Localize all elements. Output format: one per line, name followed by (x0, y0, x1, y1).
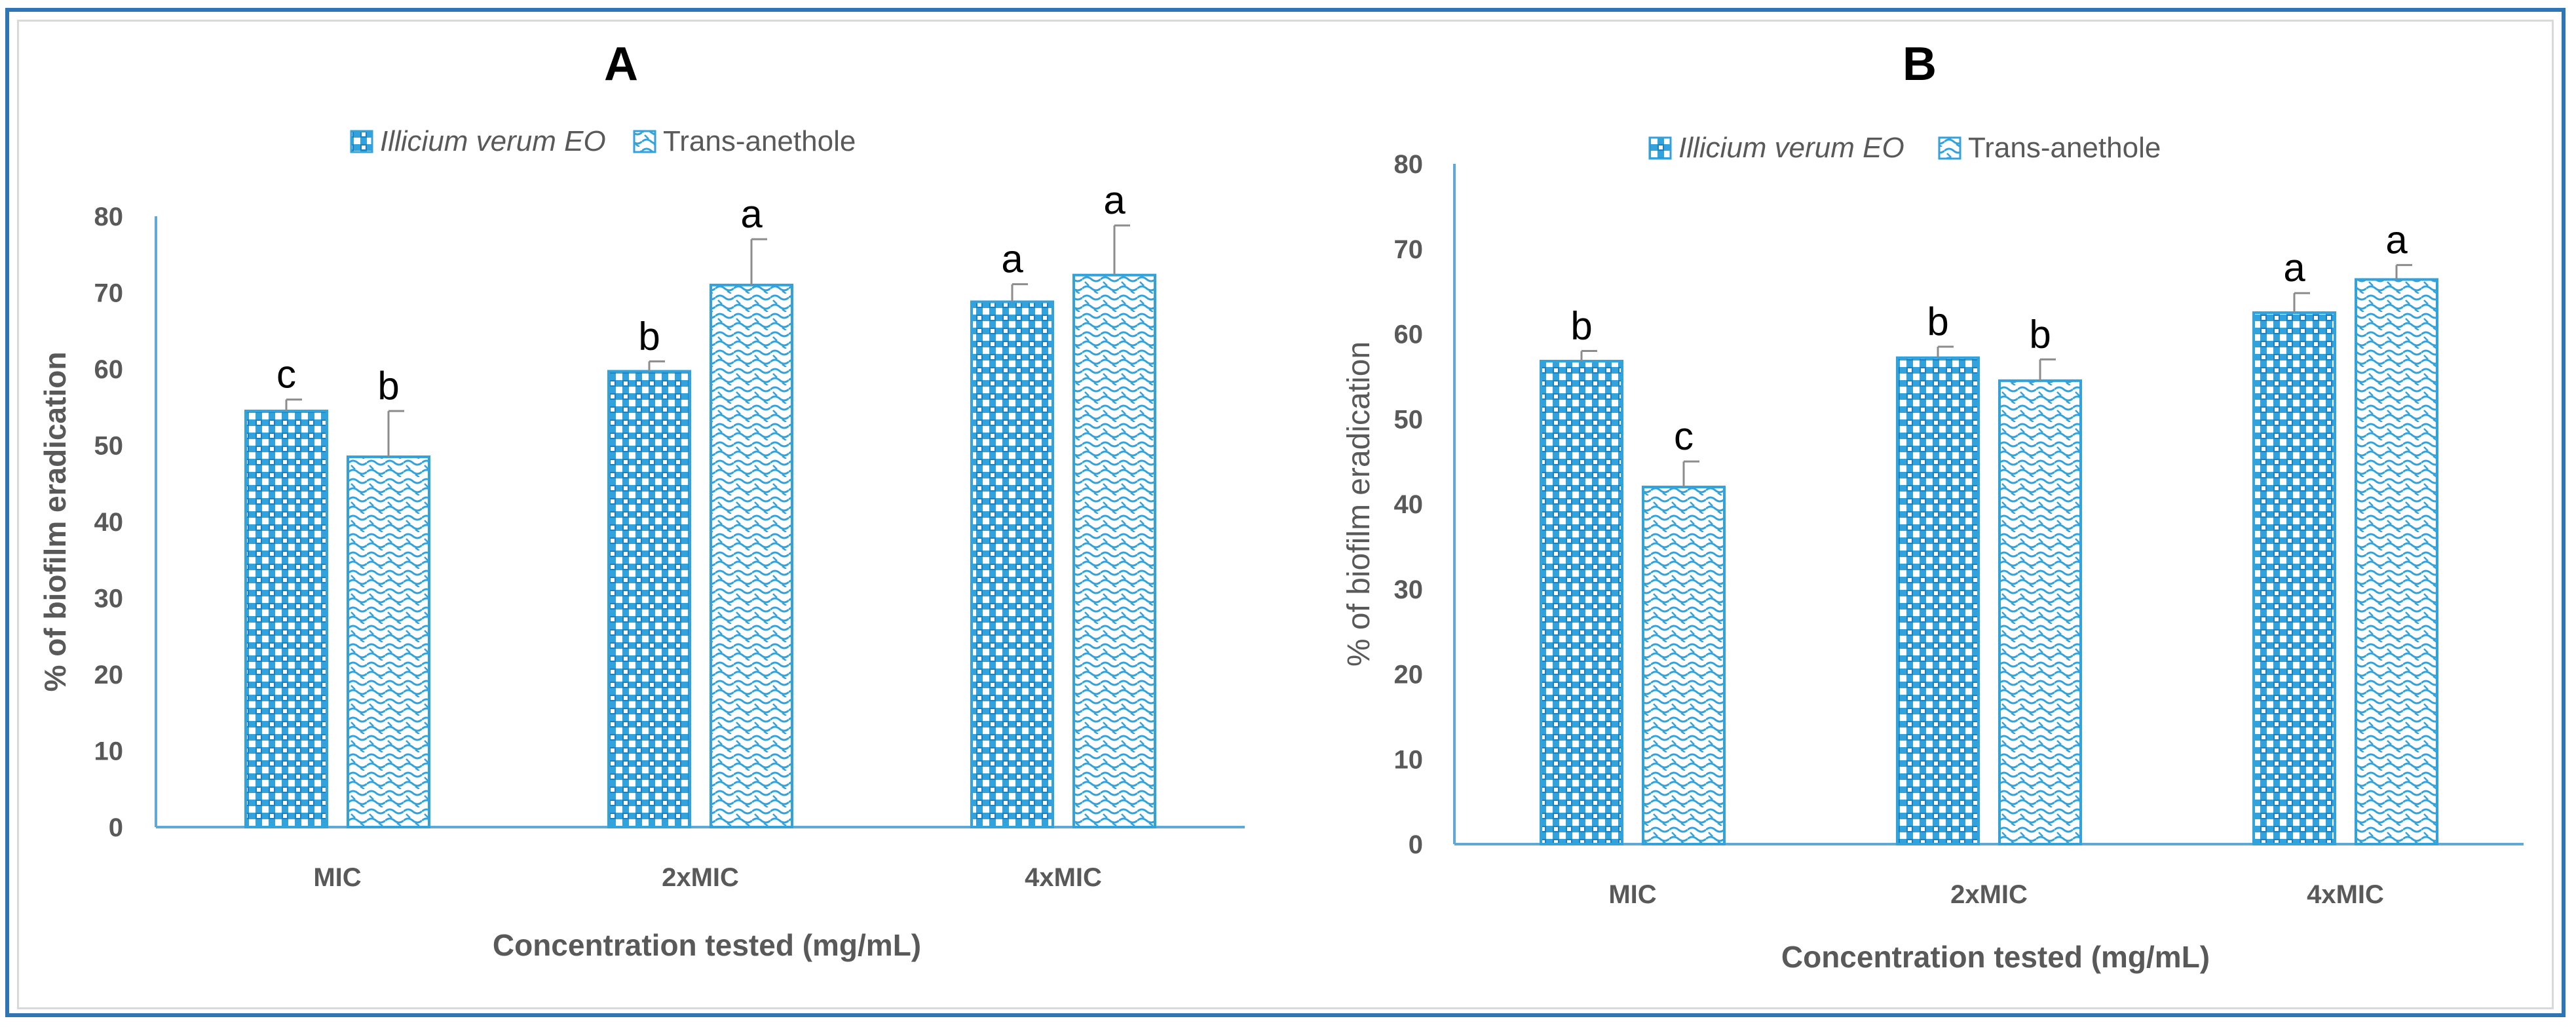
legend-label: Trans-anethole (663, 125, 856, 157)
significance-letter: c (1674, 414, 1694, 458)
bar-trans-anethole (1072, 273, 1156, 828)
y-tick-label: 80 (1394, 150, 1424, 179)
y-tick-label: 10 (94, 737, 124, 766)
significance-letter: b (377, 364, 399, 408)
bar-illicium-verum-eo (607, 370, 691, 828)
legend-label: Illicium verum EO (380, 125, 606, 157)
x-axis-title: Concentration tested (mg/mL) (493, 928, 921, 962)
bar-illicium-verum-eo (1540, 360, 1623, 845)
bar-illicium-verum-eo (970, 300, 1054, 829)
y-tick-label: 20 (94, 661, 124, 689)
y-tick-label: 0 (1409, 830, 1423, 859)
y-tick-label: 30 (1394, 575, 1424, 604)
significance-letter: a (740, 192, 763, 236)
x-category-label: 2xMIC (662, 863, 739, 892)
bar-illicium-verum-eo (1896, 356, 1980, 845)
y-tick-label: 20 (1394, 661, 1424, 689)
x-category-label: MIC (1608, 880, 1656, 909)
x-category-label: MIC (313, 863, 361, 892)
legend-swatch (633, 130, 656, 153)
y-tick-label: 70 (94, 279, 124, 308)
y-tick-label: 50 (1394, 405, 1424, 434)
y-axis-title: % of biofilm eradication (1342, 341, 1376, 667)
legend-swatch (1938, 136, 1961, 160)
legend-label: Trans-anethole (1968, 132, 2161, 164)
x-category-label: 4xMIC (2307, 880, 2384, 909)
y-tick-label: 60 (1394, 320, 1424, 349)
bar-trans-anethole (1998, 379, 2082, 845)
y-tick-label: 40 (94, 508, 124, 537)
y-tick-label: 10 (1394, 745, 1424, 774)
y-tick-label: 60 (94, 355, 124, 384)
significance-letter: b (1570, 303, 1592, 347)
significance-letter: a (2283, 246, 2305, 290)
bar-trans-anethole (347, 455, 430, 828)
y-tick-label: 0 (109, 813, 123, 842)
legend-swatch (1648, 136, 1672, 160)
chart-panel-b: B 0 10 20 30 40 50 60 70 80 % of biofilm eradicati… (1342, 38, 2524, 974)
y-tick-label: 80 (94, 203, 124, 231)
significance-letter: b (2029, 312, 2051, 356)
panel-title: A (604, 38, 638, 90)
significance-letter: b (1927, 300, 1948, 343)
figure-border (5, 8, 2566, 1017)
y-tick-label: 30 (94, 585, 124, 613)
significance-letter: a (1103, 178, 1126, 222)
y-tick-label: 50 (94, 432, 124, 461)
legend-swatch (350, 130, 373, 153)
x-category-label: 4xMIC (1025, 863, 1102, 892)
significance-letter: a (1001, 237, 1023, 281)
chart-panel-a: A 0 10 20 30 40 50 60 70 80 % of biofilm eradicati… (38, 38, 1245, 962)
significance-letter: a (2385, 218, 2408, 262)
panel-title: B (1903, 38, 1937, 90)
x-axis-title: Concentration tested (mg/mL) (1781, 940, 2210, 974)
bar-illicium-verum-eo (2252, 311, 2336, 845)
y-axis-title: % of biofilm eradication (38, 352, 72, 692)
figure-inner-border (17, 20, 2554, 1009)
significance-letter: c (276, 353, 296, 397)
y-tick-label: 40 (1394, 490, 1424, 519)
x-category-label: 2xMIC (1950, 880, 2028, 909)
bar-illicium-verum-eo (244, 410, 328, 828)
y-tick-label: 70 (1394, 235, 1424, 264)
legend-label: Illicium verum EO (1678, 132, 1904, 164)
significance-letter: b (638, 314, 660, 358)
bar-trans-anethole (2355, 278, 2438, 845)
bar-trans-anethole (710, 283, 793, 829)
bar-trans-anethole (1642, 486, 1726, 845)
